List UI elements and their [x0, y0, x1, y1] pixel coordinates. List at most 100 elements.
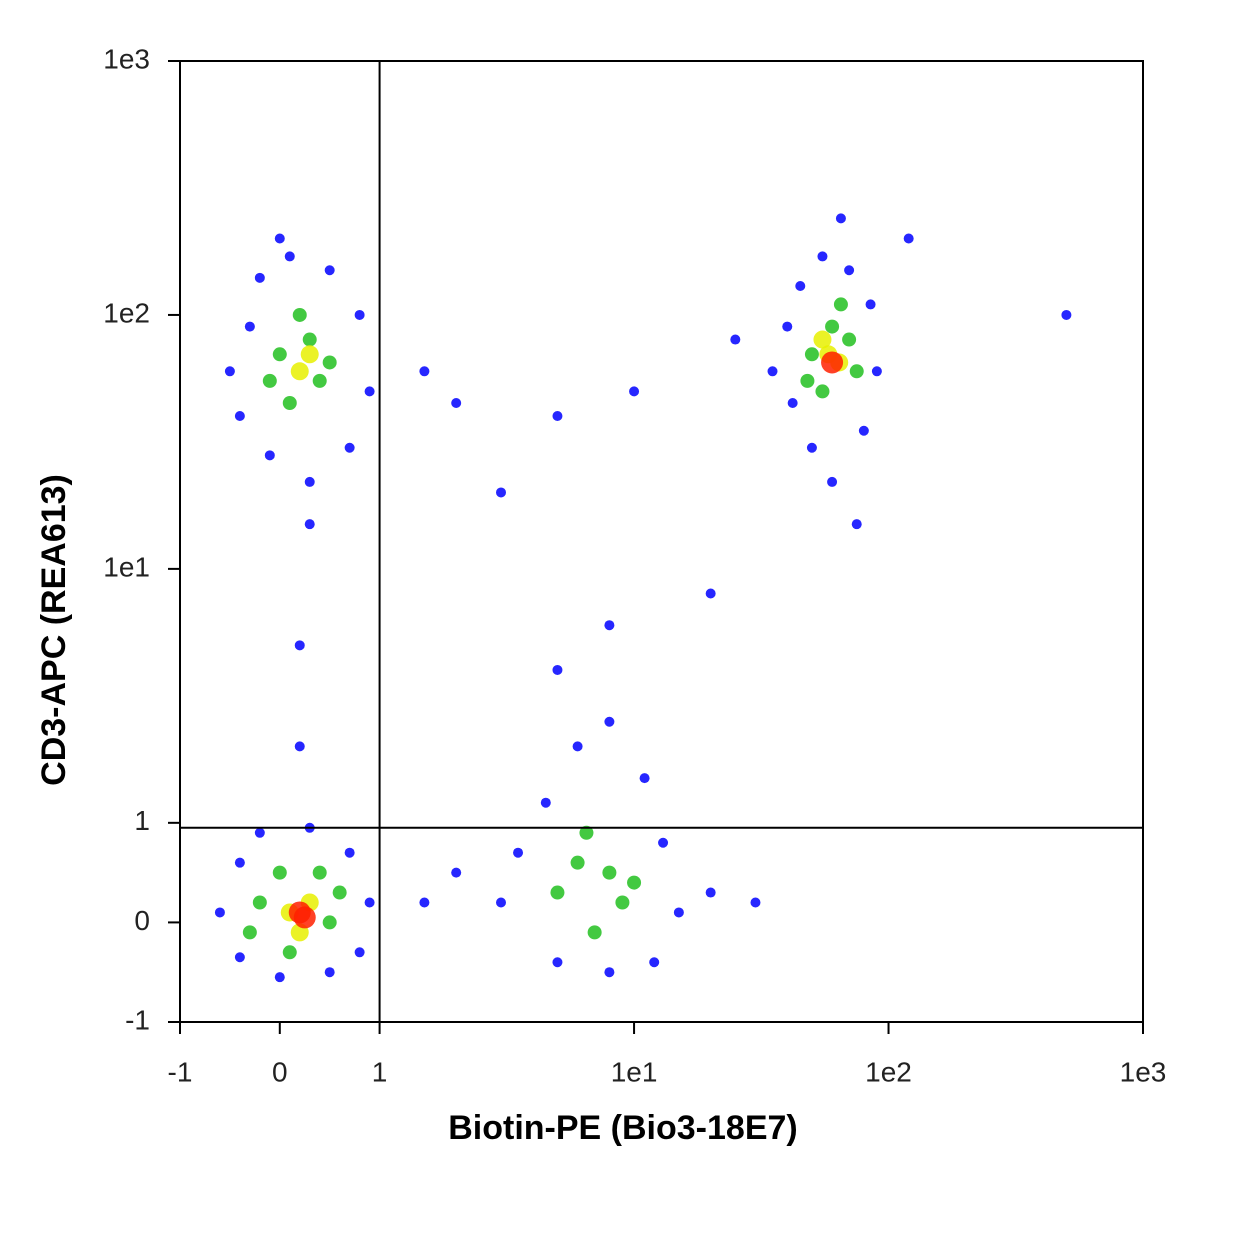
point [324, 265, 335, 276]
point [825, 319, 840, 334]
point [842, 332, 857, 347]
point [795, 281, 806, 292]
y-tick-label: -1 [125, 1004, 150, 1035]
point [304, 476, 315, 487]
point [851, 519, 862, 530]
point [234, 410, 245, 421]
point [244, 321, 255, 332]
point [615, 895, 630, 910]
point [495, 487, 506, 498]
y-tick-label: 1e3 [103, 43, 150, 74]
point [322, 355, 337, 370]
point [815, 384, 830, 399]
point [234, 857, 245, 868]
x-tick-label: 1e3 [1120, 1056, 1167, 1087]
y-tick-label: 1 [134, 805, 150, 836]
point [540, 797, 551, 808]
point [419, 897, 430, 908]
x-tick-label: 1 [372, 1056, 388, 1087]
point [419, 366, 430, 377]
point [274, 233, 285, 244]
point [649, 957, 660, 968]
point [364, 897, 375, 908]
x-tick-label: 1e1 [611, 1056, 658, 1087]
point [302, 332, 317, 347]
point [782, 321, 793, 332]
point [800, 373, 815, 388]
point [821, 351, 844, 374]
y-tick-label: 1e2 [103, 297, 150, 328]
point [274, 972, 285, 983]
point [849, 364, 864, 379]
point [282, 945, 297, 960]
x-tick-label: 1e2 [865, 1056, 912, 1087]
point [871, 366, 882, 377]
point [312, 373, 327, 388]
point [858, 425, 869, 436]
point [214, 907, 225, 918]
point [806, 442, 817, 453]
point [552, 664, 563, 675]
point [495, 897, 506, 908]
point [312, 865, 327, 880]
x-tick-label: -1 [168, 1056, 193, 1087]
point [579, 825, 594, 840]
point [252, 895, 267, 910]
x-tick-label: 0 [272, 1056, 288, 1087]
point [354, 947, 365, 958]
point [604, 620, 615, 631]
point [300, 345, 319, 364]
point [833, 297, 848, 312]
point [344, 847, 355, 858]
point [835, 213, 846, 224]
point [322, 915, 337, 930]
point [639, 773, 650, 784]
point [292, 307, 307, 322]
point [827, 476, 838, 487]
point [550, 885, 565, 900]
point [290, 362, 309, 381]
point [282, 396, 297, 411]
x-axis-title: Biotin-PE (Bio3-18E7) [448, 1109, 797, 1147]
point [451, 867, 462, 878]
point [254, 272, 265, 283]
plot-frame [179, 60, 1144, 1023]
point [513, 847, 524, 858]
point [262, 373, 277, 388]
y-tick-label: 1e1 [103, 551, 150, 582]
point [730, 334, 741, 345]
point [817, 251, 828, 262]
point [604, 967, 615, 978]
point [324, 967, 335, 978]
point [332, 885, 347, 900]
point [224, 366, 235, 377]
point [658, 837, 669, 848]
point [844, 265, 855, 276]
point [284, 251, 295, 262]
point [1061, 309, 1072, 320]
point [294, 640, 305, 651]
point [272, 347, 287, 362]
point [304, 519, 315, 530]
point [903, 233, 914, 244]
point [294, 741, 305, 752]
point [254, 827, 265, 838]
point [242, 925, 257, 940]
point [767, 366, 778, 377]
point [865, 299, 876, 310]
point [602, 865, 617, 880]
point [552, 957, 563, 968]
point [587, 925, 602, 940]
point [234, 952, 245, 963]
point [813, 330, 832, 349]
point [629, 386, 640, 397]
point [705, 887, 716, 898]
point [804, 347, 819, 362]
point [604, 716, 615, 727]
y-axis-title: CD3-APC (REA613) [35, 474, 73, 786]
point [570, 855, 585, 870]
point [364, 386, 375, 397]
point [787, 398, 798, 409]
point [354, 309, 365, 320]
